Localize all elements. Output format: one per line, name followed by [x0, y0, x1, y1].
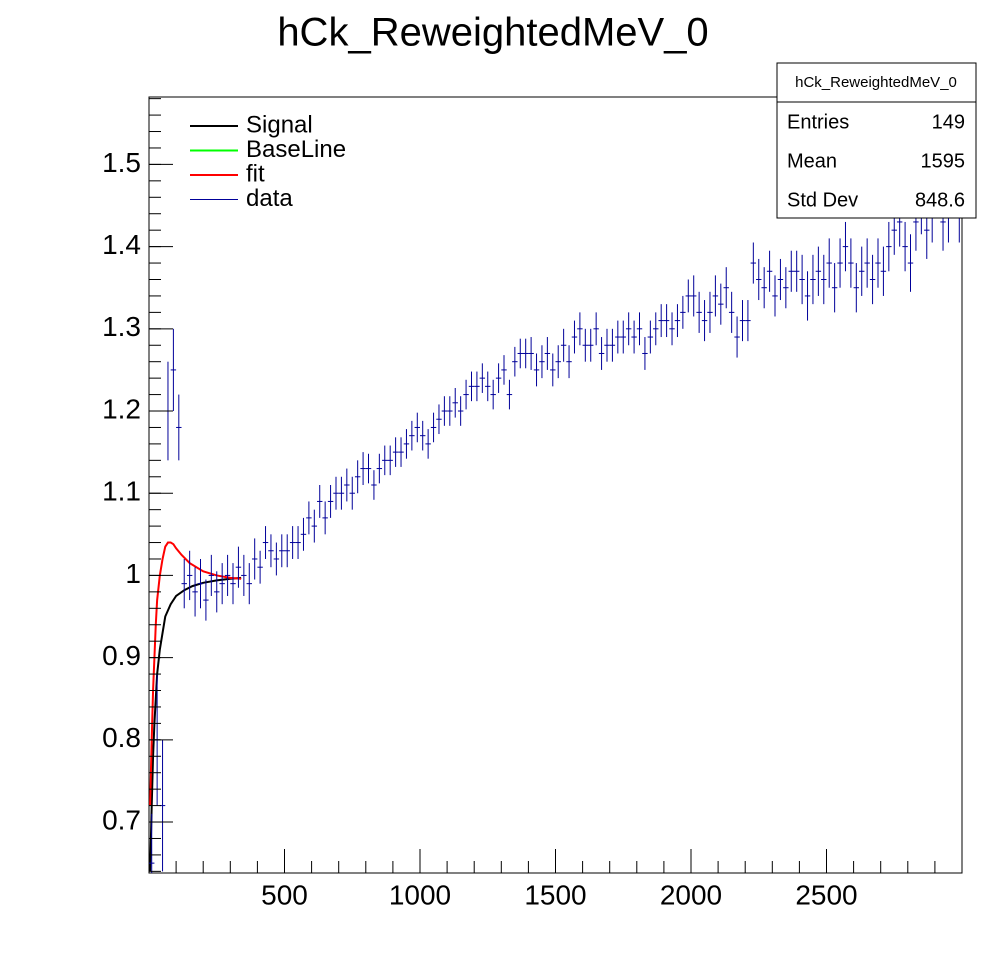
x-tick-label: 500: [261, 879, 308, 910]
chart-title: hCk_ReweightedMeV_0: [277, 11, 708, 55]
x-tick-label: 1000: [389, 879, 451, 910]
legend-label: fit: [246, 160, 265, 187]
y-tick-label: 1.3: [102, 311, 141, 342]
legend-entry: BaseLine: [190, 136, 346, 163]
stats-label: Std Dev: [787, 189, 858, 211]
stats-frame: [776, 62, 977, 219]
legend-entry: Signal: [190, 111, 313, 138]
y-tick-label: 1.5: [102, 147, 141, 178]
y-tick-label: 1.4: [102, 229, 141, 260]
y-tick-label: 0.8: [102, 722, 141, 753]
legend-entry: data: [190, 185, 293, 212]
x-tick-label: 2500: [795, 879, 857, 910]
y-tick-label: 1: [125, 558, 141, 589]
legend-label: Signal: [246, 111, 313, 138]
stats-value: 848.6: [915, 189, 965, 211]
legend-entry: fit: [190, 160, 265, 187]
plot-area: [149, 160, 962, 873]
stats-value: 1595: [921, 150, 966, 172]
stats-title: hCk_ReweightedMeV_0: [795, 74, 957, 91]
y-tick-label: 1.1: [102, 476, 141, 507]
stats-box: hCk_ReweightedMeV_0 Entries 149 Mean 1595 St…: [776, 62, 977, 219]
curve: [149, 576, 242, 872]
stats-label: Mean: [787, 150, 837, 172]
y-tick-label: 1.2: [102, 393, 141, 424]
stats-label: Entries: [787, 111, 849, 133]
y-tick-label: 0.9: [102, 640, 141, 671]
legend-label: BaseLine: [246, 136, 346, 163]
x-tick-label: 2000: [660, 879, 722, 910]
y-tick-label: 0.7: [102, 804, 141, 835]
x-tick-label: 1500: [524, 879, 586, 910]
stats-value: 149: [932, 111, 965, 133]
legend-label: data: [246, 185, 293, 212]
